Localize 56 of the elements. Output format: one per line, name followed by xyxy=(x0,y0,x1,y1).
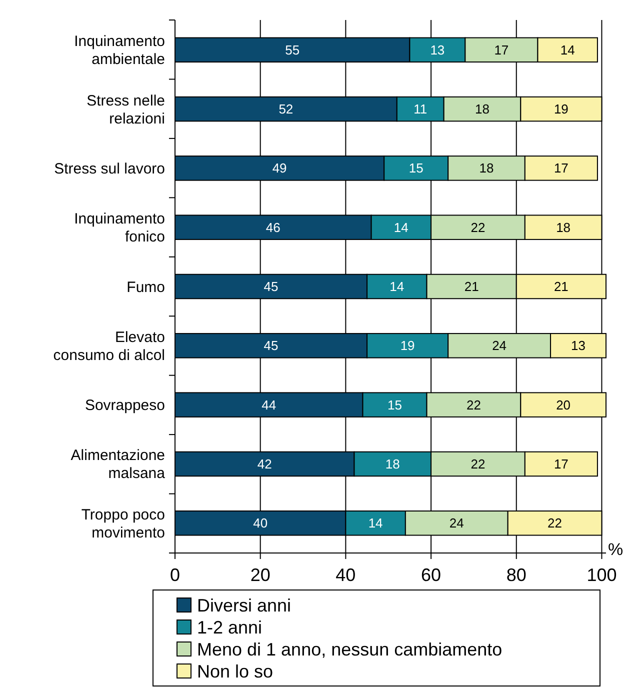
data-label: 15 xyxy=(408,160,424,176)
legend-label: 1-2 anni xyxy=(197,617,262,638)
data-label: 13 xyxy=(430,42,445,58)
data-label: 52 xyxy=(278,102,294,117)
x-axis-title: % xyxy=(608,540,624,559)
data-label: 49 xyxy=(272,160,287,176)
data-label: 14 xyxy=(560,42,575,58)
data-label: 22 xyxy=(470,456,486,472)
x-tick-label: 0 xyxy=(170,565,180,585)
data-label: 18 xyxy=(475,102,490,117)
data-label: 15 xyxy=(388,397,402,412)
data-label: 18 xyxy=(556,220,571,235)
data-label: 46 xyxy=(266,220,280,235)
data-label: 21 xyxy=(464,279,479,294)
data-label: 22 xyxy=(466,397,481,412)
y-tick-label: Fumo xyxy=(126,278,165,296)
data-label: 17 xyxy=(494,42,509,58)
y-tick-label: Troppo poco movimento xyxy=(81,506,165,542)
data-label: 45 xyxy=(264,279,278,294)
legend-label: Meno di 1 anno, nessun cambiamento xyxy=(197,639,502,660)
data-label: 11 xyxy=(414,102,428,117)
x-tick-label: 40 xyxy=(336,565,356,585)
data-label: 22 xyxy=(470,220,486,235)
x-tick-label: 80 xyxy=(506,565,526,585)
x-tick-label: 20 xyxy=(250,565,270,585)
legend-label: Non lo so xyxy=(197,661,274,682)
y-tick-label: Inquinamento ambientale xyxy=(74,33,165,68)
y-tick-label: Stress nelle relazioni xyxy=(86,92,165,128)
y-tick-label: Sovrappeso xyxy=(84,397,165,414)
data-label: 40 xyxy=(253,516,268,531)
data-label: 19 xyxy=(554,102,568,117)
data-label: 17 xyxy=(554,160,568,176)
y-tick-label: Stress sul lavoro xyxy=(54,160,165,178)
data-label: 18 xyxy=(479,160,494,176)
data-label: 13 xyxy=(571,338,586,354)
data-label: 20 xyxy=(556,397,571,412)
x-tick-label: 60 xyxy=(421,565,442,585)
data-label: 24 xyxy=(492,338,507,354)
y-tick-label: Alimentazione malsana xyxy=(70,447,166,482)
legend-label: Diversi anni xyxy=(197,595,292,616)
data-label: 19 xyxy=(400,338,415,354)
data-label: 21 xyxy=(554,279,568,294)
data-label: 14 xyxy=(368,516,383,531)
data-label: 42 xyxy=(257,456,272,472)
data-label: 45 xyxy=(264,338,278,354)
data-label: 24 xyxy=(449,516,464,531)
y-tick-label: Elevato consumo di alcol xyxy=(53,328,165,364)
data-label: 44 xyxy=(262,397,276,412)
y-tick-label: Inquinamento fonico xyxy=(74,210,165,246)
data-label: 18 xyxy=(385,456,400,472)
data-label: 55 xyxy=(285,42,300,58)
data-label: 22 xyxy=(548,516,562,531)
x-tick-label: 100 xyxy=(586,565,617,585)
data-label: 17 xyxy=(554,456,568,472)
data-label: 14 xyxy=(394,220,408,235)
data-label: 14 xyxy=(390,279,404,294)
